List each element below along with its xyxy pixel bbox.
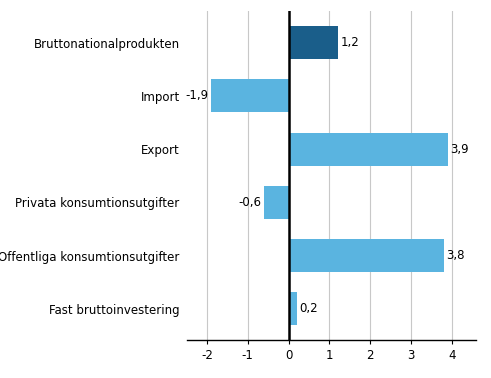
Text: 0,2: 0,2 bbox=[300, 302, 318, 315]
Text: 3,9: 3,9 bbox=[451, 143, 469, 156]
Bar bbox=[289, 133, 448, 166]
Text: 3,8: 3,8 bbox=[446, 249, 465, 262]
Text: 1,2: 1,2 bbox=[340, 36, 359, 49]
Bar bbox=[211, 79, 289, 113]
Bar bbox=[289, 239, 444, 272]
Text: -0,6: -0,6 bbox=[238, 196, 261, 209]
Bar bbox=[289, 26, 337, 59]
Bar bbox=[264, 186, 289, 219]
Bar bbox=[289, 292, 297, 325]
Text: -1,9: -1,9 bbox=[185, 90, 208, 102]
